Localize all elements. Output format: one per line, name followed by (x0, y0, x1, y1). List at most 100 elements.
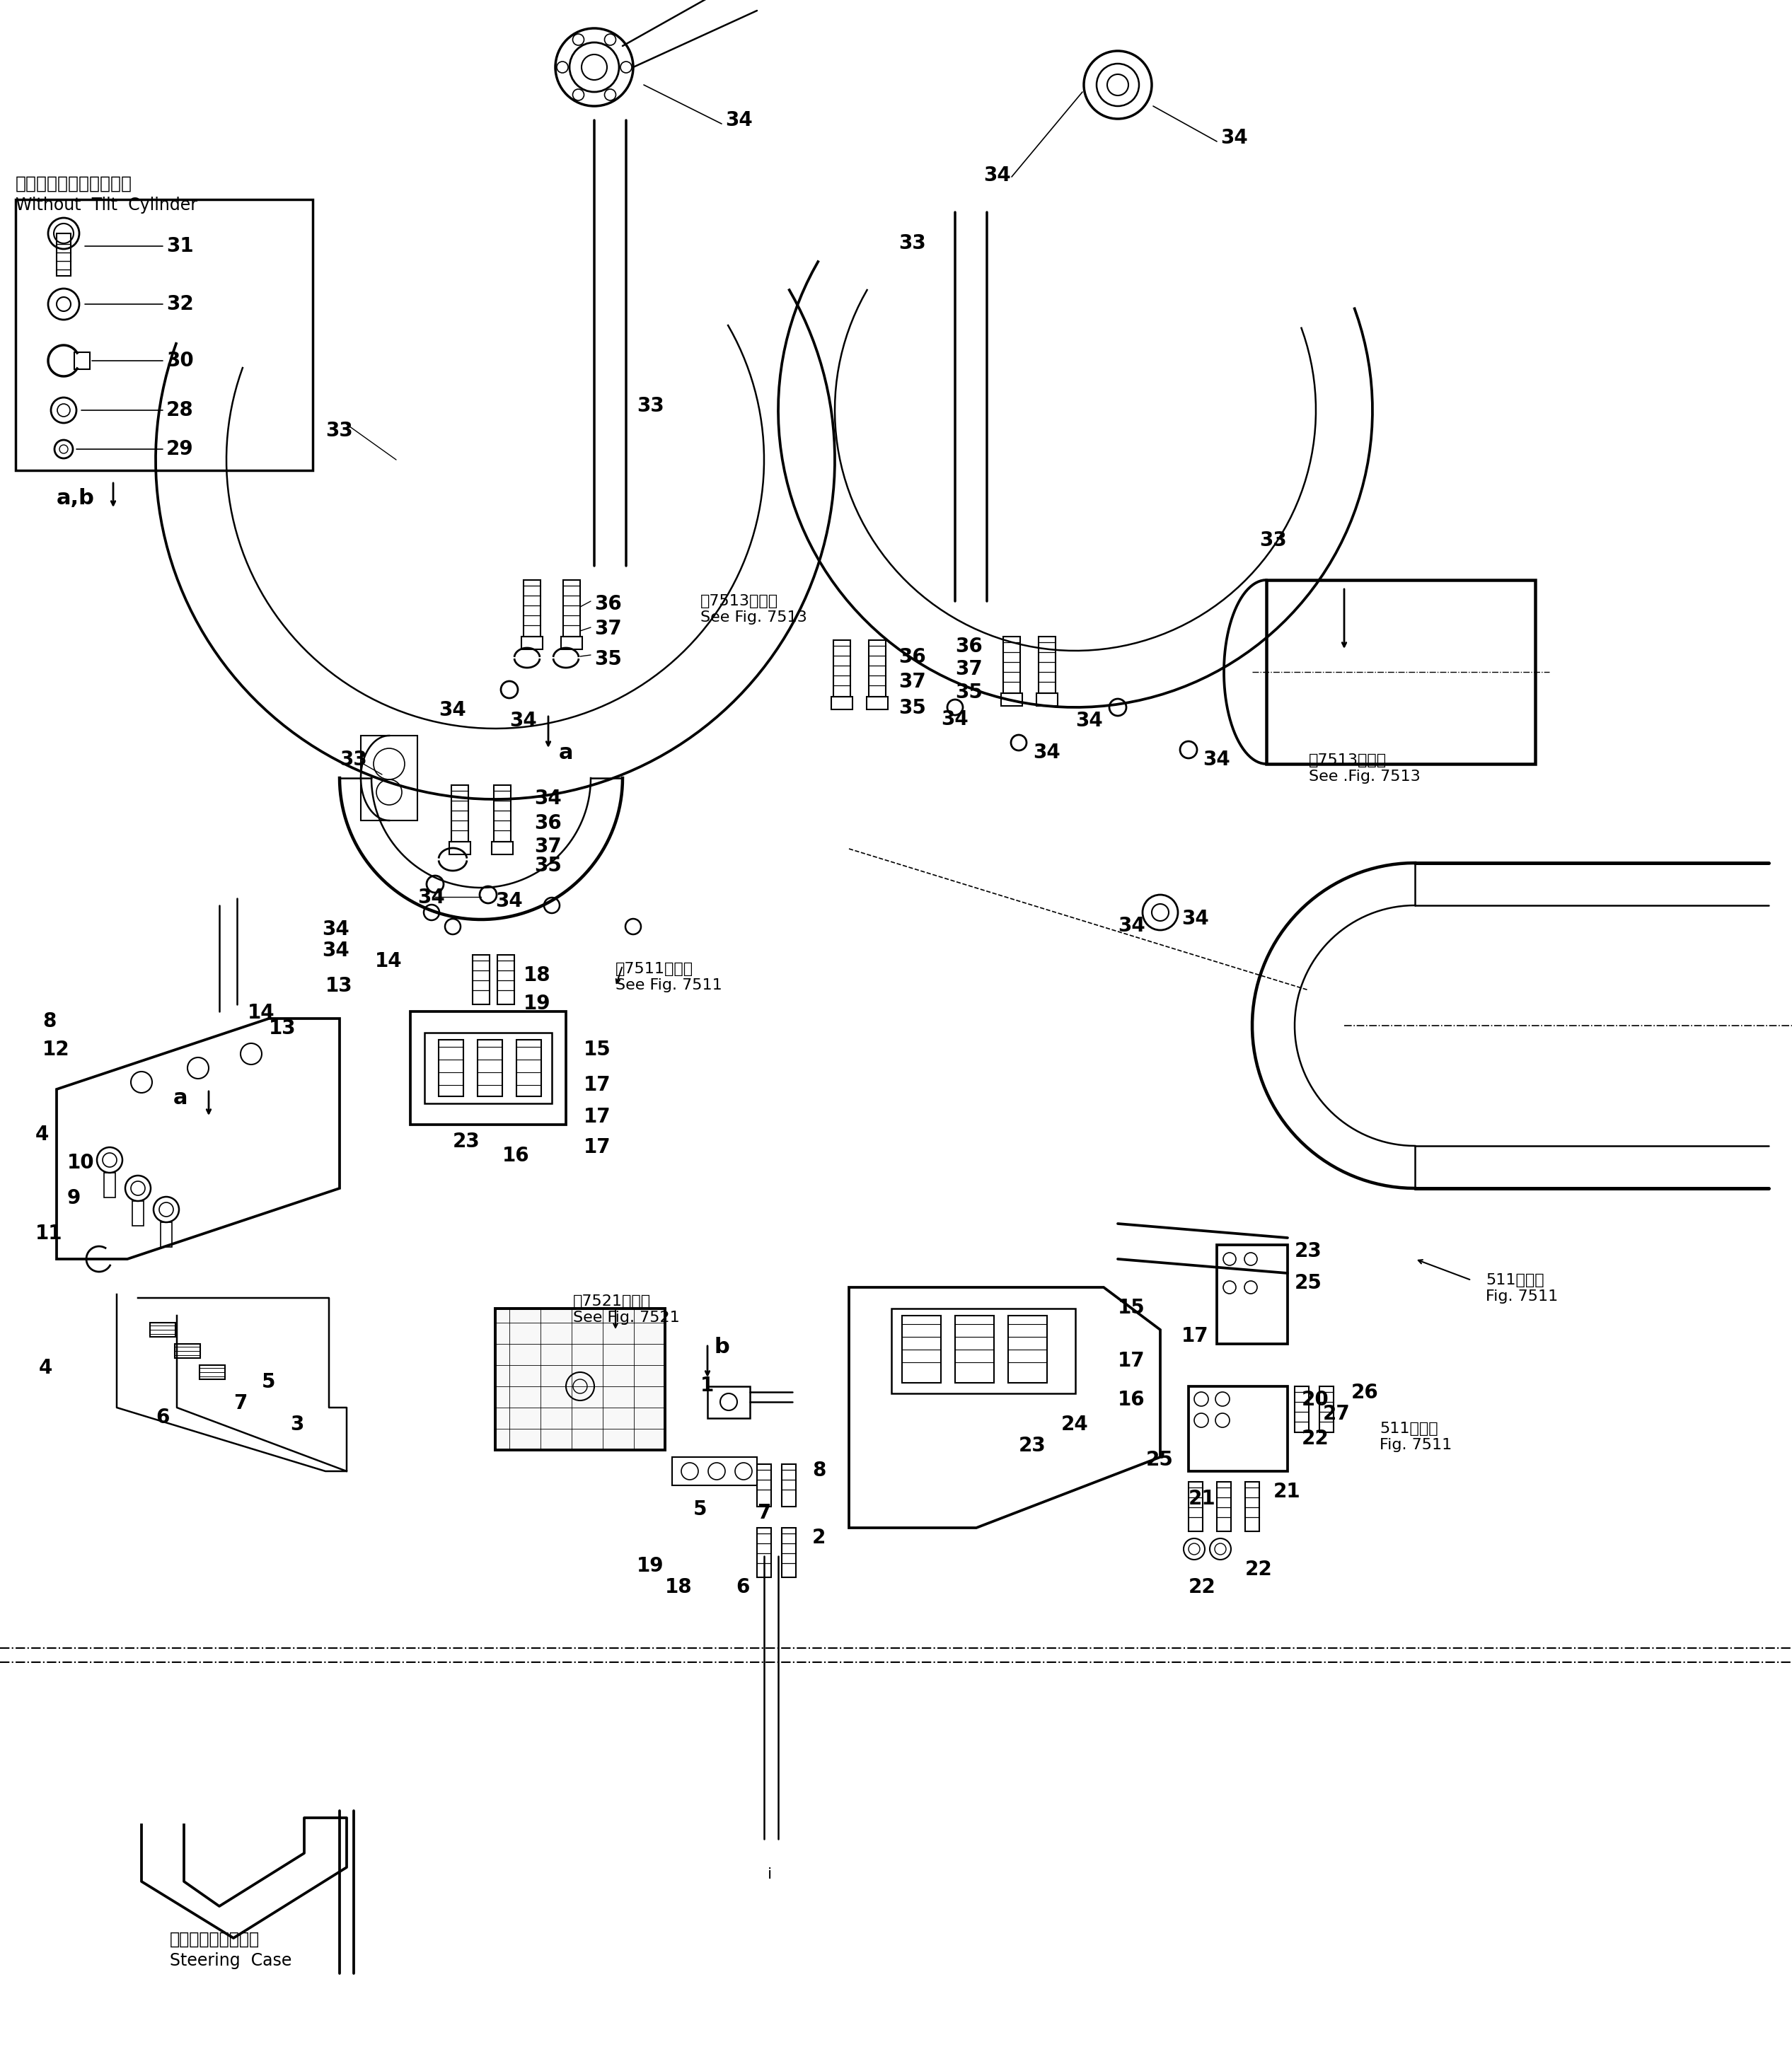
Text: 37: 37 (595, 620, 622, 638)
Text: 5: 5 (262, 1371, 276, 1392)
Text: 34: 34 (534, 789, 561, 809)
Text: 14: 14 (375, 951, 401, 972)
Bar (1294, 1386, 1308, 1433)
Bar (708, 1386, 749, 1419)
Bar (495, 1310, 665, 1450)
Text: 32: 32 (167, 294, 194, 315)
Text: 36: 36 (595, 595, 622, 614)
Text: 16: 16 (502, 1147, 530, 1165)
Bar (498, 955, 514, 1005)
Text: 16: 16 (1118, 1390, 1145, 1410)
Text: 17: 17 (1181, 1326, 1210, 1347)
Text: 35: 35 (955, 684, 982, 702)
Text: 17: 17 (584, 1137, 611, 1157)
Text: a: a (174, 1087, 188, 1108)
Bar (450, 842, 471, 854)
Text: 1: 1 (701, 1375, 713, 1396)
Text: 36: 36 (955, 636, 982, 657)
Bar (1036, 694, 1057, 706)
Bar (491, 842, 513, 854)
Text: 23: 23 (1018, 1435, 1047, 1456)
Text: 34: 34 (1202, 749, 1229, 770)
Bar (495, 784, 511, 842)
Text: 33: 33 (339, 749, 367, 770)
Text: 3: 3 (290, 1415, 305, 1435)
Bar (73, 352, 90, 369)
Bar (1319, 1386, 1333, 1433)
Text: 34: 34 (1181, 908, 1210, 929)
Text: 15: 15 (1118, 1297, 1145, 1318)
Bar (410, 1011, 566, 1124)
Bar (867, 696, 887, 710)
Text: b: b (715, 1336, 729, 1357)
Text: 35: 35 (595, 649, 622, 669)
Text: 22: 22 (1245, 1559, 1272, 1579)
Bar (1217, 1482, 1231, 1532)
Bar (133, 1200, 143, 1225)
Bar (425, 1034, 552, 1104)
Text: 511図参照
Fig. 7511: 511図参照 Fig. 7511 (1486, 1272, 1557, 1303)
Bar (439, 1040, 464, 1095)
Text: 4: 4 (36, 1124, 48, 1145)
Bar (756, 1464, 771, 1507)
Bar (452, 784, 468, 842)
Text: 23: 23 (1294, 1242, 1322, 1262)
Text: 34: 34 (323, 920, 349, 939)
Bar (831, 696, 853, 710)
Text: 511図参照
Fig. 7511: 511図参照 Fig. 7511 (1380, 1421, 1452, 1452)
Text: 21: 21 (1274, 1482, 1301, 1501)
Text: ステアリングケース: ステアリングケース (170, 1931, 260, 1948)
Text: 30: 30 (167, 350, 194, 371)
Bar (672, 1458, 756, 1485)
Text: 第7513図参照
See Fig. 7513: 第7513図参照 See Fig. 7513 (701, 595, 806, 624)
Bar (561, 636, 582, 649)
Bar (833, 640, 851, 696)
Text: 18: 18 (523, 966, 550, 986)
Text: 6: 6 (156, 1408, 170, 1427)
Text: 29: 29 (167, 439, 194, 459)
Text: 27: 27 (1322, 1404, 1351, 1425)
Text: 第7513図参照
See .Fig. 7513: 第7513図参照 See .Fig. 7513 (1308, 754, 1421, 784)
Text: 34: 34 (1118, 916, 1145, 935)
Bar (891, 1310, 1075, 1394)
Text: 36: 36 (898, 647, 926, 667)
Text: 23: 23 (453, 1132, 480, 1151)
Text: 4: 4 (39, 1359, 52, 1377)
Bar (473, 955, 489, 1005)
Text: 26: 26 (1351, 1384, 1378, 1402)
Text: 37: 37 (955, 659, 982, 679)
Text: 17: 17 (1118, 1351, 1145, 1371)
Text: 5: 5 (694, 1499, 708, 1520)
Text: 34: 34 (984, 165, 1011, 185)
Bar (1004, 636, 1020, 694)
Text: 33: 33 (1260, 531, 1287, 550)
Bar (955, 1316, 995, 1384)
Bar (781, 1528, 796, 1577)
Text: 34: 34 (941, 710, 968, 729)
Circle shape (604, 33, 616, 45)
Text: 25: 25 (1147, 1450, 1174, 1470)
Bar (1188, 1386, 1288, 1472)
Bar (1002, 694, 1021, 706)
Text: 21: 21 (1188, 1489, 1215, 1509)
Bar (516, 1040, 541, 1095)
Text: 34: 34 (418, 887, 444, 908)
Circle shape (604, 89, 616, 101)
Bar (781, 1464, 796, 1507)
Text: 35: 35 (898, 698, 926, 719)
Text: 7: 7 (756, 1503, 771, 1524)
Text: 8: 8 (812, 1460, 826, 1480)
Text: 20: 20 (1301, 1390, 1330, 1410)
Text: 24: 24 (1061, 1415, 1088, 1435)
Bar (1188, 1482, 1202, 1532)
Text: 35: 35 (534, 857, 561, 875)
Bar (57, 233, 70, 276)
Bar (1245, 1482, 1260, 1532)
Bar (161, 1223, 172, 1248)
Text: 33: 33 (326, 420, 353, 441)
Text: 19: 19 (523, 994, 550, 1013)
Circle shape (573, 89, 584, 101)
Bar (756, 1528, 771, 1577)
Bar (104, 1174, 115, 1198)
Text: 22: 22 (1188, 1577, 1217, 1598)
